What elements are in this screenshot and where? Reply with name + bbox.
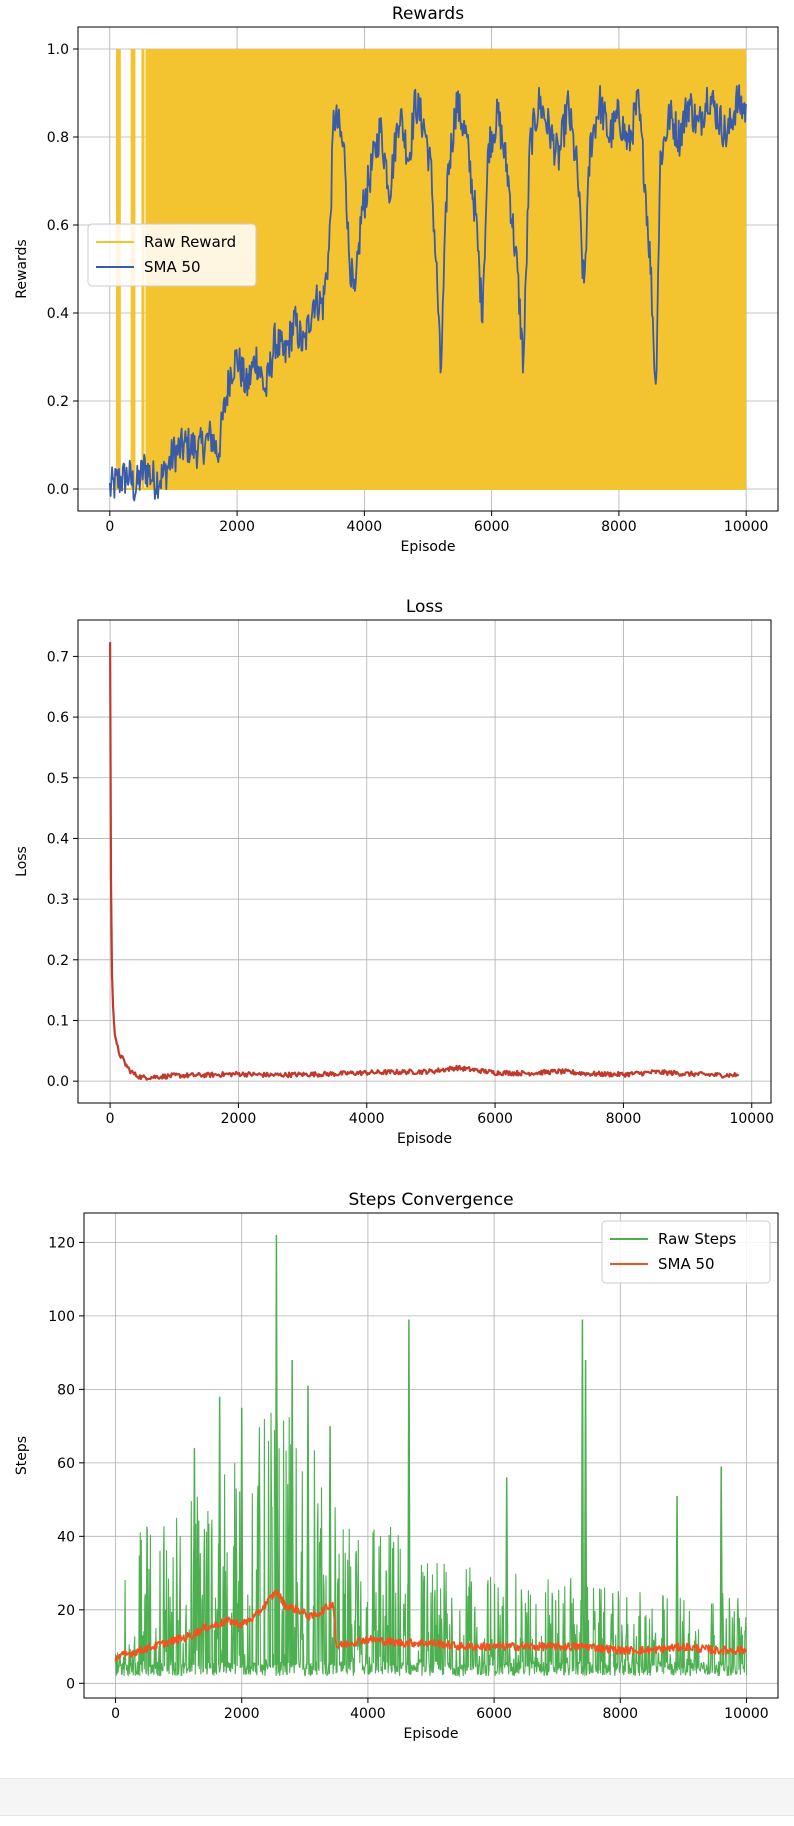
x-tick-label: 6000 [477, 1111, 513, 1127]
series-raw-steps-spike [583, 1359, 588, 1665]
x-tick-label: 6000 [474, 519, 510, 535]
y-tick-label: 0.3 [47, 892, 69, 908]
series-line-0-1 [108, 84, 747, 502]
series-raw-steps-spike [328, 1426, 332, 1665]
series-raw-steps-spike [306, 1385, 310, 1665]
y-tick-label: 0.1 [47, 1013, 69, 1029]
y-tick-label: 0.4 [47, 306, 69, 322]
y-axis-label: Loss [14, 846, 30, 877]
y-tick-label: 0.0 [47, 482, 69, 498]
chart-2: 0 2000 4000 6000 8000 10000 0 20 40 60 80 100 120 Ste… [14, 1190, 779, 1742]
series-raw-steps-spike [192, 1448, 197, 1665]
x-tick-label: 0 [111, 1706, 120, 1722]
legend-box [601, 1220, 771, 1284]
y-tick-label: 40 [57, 1529, 75, 1545]
series-line-1-0 [109, 642, 740, 1081]
series-raw-steps-spike [407, 1319, 411, 1665]
series-raw-steps-line [114, 1412, 748, 1678]
legend-label: Raw Reward [144, 233, 236, 251]
y-tick-label: 0.7 [47, 649, 69, 665]
y-tick-label: 0.4 [47, 831, 69, 847]
y-axis-label: Steps [14, 1436, 30, 1475]
legend-label: SMA 50 [144, 258, 201, 276]
axes-frame [83, 1212, 779, 1699]
y-tick-label: 100 [48, 1309, 75, 1325]
x-tick-label: 4000 [349, 1111, 385, 1127]
footer-bar [0, 1778, 794, 1816]
x-tick-label: 0 [105, 519, 114, 535]
legend-label: SMA 50 [658, 1255, 715, 1273]
y-tick-label: 0.2 [47, 953, 69, 969]
x-tick-label: 10000 [724, 519, 769, 535]
y-tick-label: 0.8 [47, 130, 69, 146]
x-tick-label: 2000 [219, 519, 255, 535]
y-axis-label: Rewards [14, 239, 30, 298]
x-axis-label: Episode [397, 1131, 452, 1147]
series-raw-steps-spike [240, 1407, 244, 1665]
legend-box [87, 223, 257, 287]
y-tick-label: 0.0 [47, 1074, 69, 1090]
series-raw-steps-spike [290, 1359, 294, 1665]
x-tick-label: 8000 [601, 519, 637, 535]
plot-area [109, 642, 740, 1081]
x-tick-label: 8000 [602, 1706, 638, 1722]
legend: Raw Reward SMA 50 [87, 223, 257, 287]
y-tick-label: 1.0 [47, 42, 69, 58]
x-tick-label: 0 [106, 1111, 115, 1127]
series-raw-steps-spike [719, 1466, 723, 1665]
y-tick-label: 0 [66, 1676, 75, 1692]
y-tick-label: 0.6 [47, 218, 69, 234]
series-raw-steps-spike [675, 1495, 679, 1665]
x-tick-label: 8000 [606, 1111, 642, 1127]
series-raw-steps-spike [580, 1319, 585, 1665]
plot-area [114, 1235, 748, 1678]
chart-title: Loss [406, 597, 443, 617]
series-raw-steps-spike [217, 1396, 222, 1665]
y-tick-label: 0.6 [47, 710, 69, 726]
figure: 0 2000 4000 6000 8000 100000.00.20.40.60.81.0… [14, 4, 779, 1742]
x-tick-label: 6000 [476, 1706, 512, 1722]
legend: Raw Steps SMA 50 [601, 1220, 771, 1284]
axes-frame [77, 26, 779, 512]
axes-frame [77, 619, 772, 1104]
series-line-2-1 [114, 1589, 748, 1662]
x-tick-label: 10000 [729, 1111, 774, 1127]
x-tick-label: 2000 [224, 1706, 260, 1722]
series-raw-steps-spike [274, 1235, 279, 1665]
chart-0: 0 2000 4000 6000 8000 10000 0.0 0.2 0.4 0.6 0.8 1.0… [14, 4, 779, 555]
legend-label: Raw Steps [658, 1230, 736, 1248]
y-tick-label: 20 [57, 1603, 75, 1619]
x-tick-label: 4000 [350, 1706, 386, 1722]
x-axis-label: Episode [404, 1726, 459, 1742]
chart-1: 0 2000 4000 6000 8000 10000 0.0 0.1 0.2 0.3 0.4 0.5… [14, 597, 774, 1147]
series-raw-steps-spike [505, 1477, 509, 1665]
x-tick-label: 10000 [724, 1706, 769, 1722]
chart-title: Steps Convergence [348, 1190, 513, 1210]
x-tick-label: 2000 [221, 1111, 257, 1127]
y-tick-label: 120 [48, 1235, 75, 1251]
y-tick-label: 80 [57, 1382, 75, 1398]
x-tick-label: 4000 [347, 519, 383, 535]
x-axis-label: Episode [401, 539, 456, 555]
y-tick-label: 0.5 [47, 771, 69, 787]
y-tick-label: 0.2 [47, 394, 69, 410]
y-tick-label: 60 [57, 1456, 75, 1472]
chart-title: Rewards [392, 4, 464, 24]
